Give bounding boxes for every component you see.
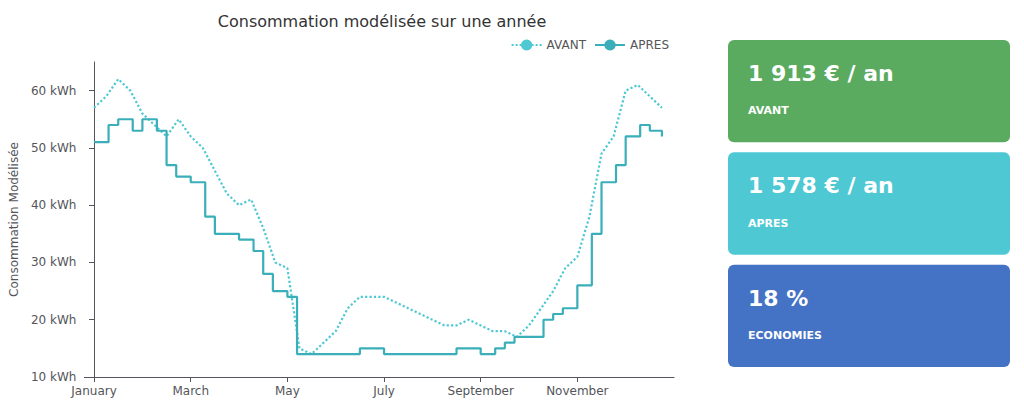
svg-text:APRES: APRES	[748, 217, 789, 230]
svg-text:20 kWh: 20 kWh	[31, 313, 77, 327]
svg-text:May: May	[275, 384, 300, 398]
svg-text:1 578 € / an: 1 578 € / an	[748, 173, 894, 198]
svg-text:50 kWh: 50 kWh	[31, 141, 77, 155]
svg-text:1 913 € / an: 1 913 € / an	[748, 61, 894, 86]
svg-text:18 %: 18 %	[748, 286, 808, 311]
svg-text:July: July	[372, 384, 395, 398]
svg-text:30 kWh: 30 kWh	[31, 255, 77, 269]
svg-text:40 kWh: 40 kWh	[31, 198, 77, 212]
svg-text:60 kWh: 60 kWh	[31, 84, 77, 98]
svg-text:APRES: APRES	[630, 38, 669, 52]
svg-text:March: March	[172, 384, 209, 398]
svg-text:Consommation Modélisée: Consommation Modélisée	[7, 142, 21, 297]
svg-text:10 kWh: 10 kWh	[31, 370, 77, 384]
svg-text:November: November	[546, 384, 608, 398]
svg-text:AVANT: AVANT	[547, 38, 587, 52]
svg-text:Consommation modélisée sur une: Consommation modélisée sur une année	[218, 12, 546, 31]
svg-text:September: September	[448, 384, 514, 398]
svg-text:ECONOMIES: ECONOMIES	[748, 329, 822, 342]
svg-text:AVANT: AVANT	[748, 104, 789, 117]
svg-text:January: January	[70, 384, 117, 398]
